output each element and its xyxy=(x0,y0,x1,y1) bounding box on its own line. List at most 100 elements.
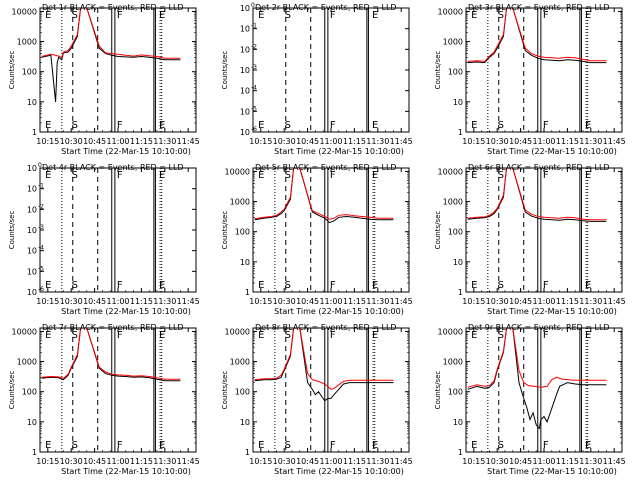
panel-title: Det 9r BLACK = Events, RED = LLD xyxy=(468,323,610,332)
segment-marker-top: S xyxy=(285,170,291,181)
x-tick-label: 11:30 xyxy=(153,137,176,146)
y-tick-label: 10 xyxy=(27,247,37,256)
x-tick-label: 10:30 xyxy=(60,297,83,306)
y-tick-label: 1000 xyxy=(230,358,250,367)
x-axis-label: Start Time (22-Mar-15 10:10:00) xyxy=(61,147,191,156)
segment-marker-top: E xyxy=(372,330,378,341)
segment-marker-bottom: F xyxy=(117,120,123,131)
segment-marker-bottom: F xyxy=(117,280,123,291)
y-tick-label: 10 xyxy=(453,98,463,107)
y-axis-label: Counts/sec xyxy=(434,211,442,250)
x-tick-label: 10:45 xyxy=(509,297,532,306)
panel-title: Det 2r BLACK = Events, RED = LLD xyxy=(255,3,397,12)
y-tick-label: 10000 xyxy=(438,7,463,16)
y-tick-exponent: -5 xyxy=(38,265,44,272)
y-tick-label: 100 xyxy=(448,228,463,237)
segment-marker-bottom: S xyxy=(285,440,291,451)
x-tick-label: 11:15 xyxy=(130,137,153,146)
y-tick-exponent: -4 xyxy=(38,245,44,252)
x-tick-label: 10:15 xyxy=(36,297,59,306)
y-tick-label: 10 xyxy=(240,418,250,427)
y-tick-label: 10 xyxy=(240,45,250,54)
segment-marker-bottom: F xyxy=(330,440,336,451)
y-tick-label: 10000 xyxy=(12,327,37,336)
plot-frame xyxy=(252,167,410,293)
x-tick-label: 11:30 xyxy=(153,457,176,466)
x-tick-label: 10:30 xyxy=(60,457,83,466)
segment-marker-top: F xyxy=(330,10,336,21)
y-tick-label: 1000 xyxy=(443,358,463,367)
y-tick-exponent: -1 xyxy=(38,183,44,190)
x-tick-label: 11:30 xyxy=(366,457,389,466)
y-tick-label: 1000 xyxy=(17,38,37,47)
x-tick-label: 11:00 xyxy=(319,457,342,466)
x-tick-label: 10:30 xyxy=(273,137,296,146)
x-axis-label: Start Time (22-Mar-15 10:10:00) xyxy=(61,307,191,316)
x-tick-label: 10:45 xyxy=(83,297,106,306)
x-tick-label: 11:00 xyxy=(532,297,555,306)
segment-marker-top: S xyxy=(285,10,291,21)
y-tick-label: 10 xyxy=(453,418,463,427)
x-tick-label: 10:15 xyxy=(462,137,485,146)
segment-marker-bottom: E xyxy=(471,120,477,131)
lld-line xyxy=(467,328,607,388)
y-tick-label: 10 xyxy=(240,66,250,75)
segment-marker-bottom: S xyxy=(72,280,78,291)
segment-marker-top: S xyxy=(72,330,78,341)
y-tick-label: 1000 xyxy=(443,38,463,47)
segment-marker-bottom: S xyxy=(498,440,504,451)
segment-marker-bottom: E xyxy=(372,280,378,291)
events-line xyxy=(467,328,607,430)
x-tick-label: 11:45 xyxy=(177,137,200,146)
detector-panel: 10:15 10:30 10:45 11:00 11:15 11:30 11:45 1 10 10… xyxy=(434,163,626,316)
lld-line xyxy=(467,8,607,62)
x-axis-label: Start Time (22-Mar-15 10:10:00) xyxy=(487,467,617,476)
x-tick-label: 11:30 xyxy=(366,137,389,146)
x-axis-label: Start Time (22-Mar-15 10:10:00) xyxy=(274,467,404,476)
x-tick-label: 11:45 xyxy=(390,297,413,306)
x-axis-label: Start Time (22-Mar-15 10:10:00) xyxy=(274,147,404,156)
lld-line xyxy=(467,168,607,221)
detector-panel: 10:15 10:30 10:45 11:00 11:15 11:30 11:45 1 10 10… xyxy=(221,323,413,476)
panel-title: Det 5r BLACK = Events, RED = LLD xyxy=(255,163,397,172)
plot-frame xyxy=(465,327,623,453)
segment-marker-bottom: F xyxy=(543,120,549,131)
x-tick-label: 10:15 xyxy=(249,457,272,466)
x-tick-label: 10:15 xyxy=(462,457,485,466)
y-tick-label: 10 xyxy=(27,185,37,194)
events-line xyxy=(467,168,607,222)
segment-marker-top: E xyxy=(159,330,165,341)
y-tick-label: 10 xyxy=(27,267,37,276)
segment-marker-top: S xyxy=(285,330,291,341)
y-tick-label: 10000 xyxy=(225,327,250,336)
x-tick-label: 11:15 xyxy=(556,137,579,146)
segment-marker-bottom: E xyxy=(258,440,264,451)
y-tick-label: 100 xyxy=(448,68,463,77)
x-tick-label: 10:45 xyxy=(296,297,319,306)
segment-marker-bottom: E xyxy=(159,280,165,291)
detector-panel: 10:15 10:30 10:45 11:00 11:15 11:30 11:45 1 10 10… xyxy=(221,163,413,316)
y-tick-exponent: -6 xyxy=(38,286,44,293)
y-tick-label: 1000 xyxy=(230,198,250,207)
segment-marker-top: S xyxy=(72,170,78,181)
y-axis-label: Counts/sec xyxy=(8,371,16,410)
x-tick-label: 11:30 xyxy=(579,457,602,466)
x-axis-label: Start Time (22-Mar-15 10:10:00) xyxy=(61,467,191,476)
segment-marker-top: S xyxy=(498,10,504,21)
segment-marker-top: F xyxy=(543,10,549,21)
segment-marker-top: E xyxy=(258,170,264,181)
segment-marker-top: E xyxy=(585,170,591,181)
plot-frame xyxy=(252,327,410,453)
detector-panel: 10:15 10:30 10:45 11:00 11:15 11:30 11:45 1 10 10… xyxy=(434,3,626,156)
lld-line xyxy=(41,328,181,380)
y-axis-label: Counts/sec xyxy=(8,211,16,250)
y-tick-label: 10 xyxy=(240,128,250,137)
lld-line xyxy=(41,8,181,59)
x-axis-label: Start Time (22-Mar-15 10:10:00) xyxy=(487,147,617,156)
y-tick-label: 1000 xyxy=(17,358,37,367)
x-tick-label: 11:45 xyxy=(390,137,413,146)
x-tick-label: 11:00 xyxy=(106,137,129,146)
